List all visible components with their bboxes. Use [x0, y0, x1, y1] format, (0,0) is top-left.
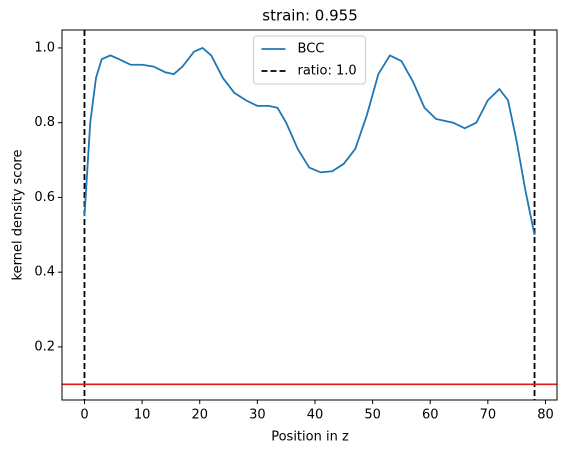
x-tick-label: 30 [249, 408, 266, 423]
legend-label: BCC [298, 42, 325, 57]
x-tick-label: 0 [80, 408, 88, 423]
axes-frame [61, 29, 558, 401]
x-tick-label: 50 [364, 408, 381, 423]
x-tick-label: 70 [480, 408, 497, 423]
y-tick-label: 0.8 [34, 115, 55, 130]
x-tick-label: 20 [191, 408, 208, 423]
y-axis-label: kernel density score [11, 150, 26, 281]
y-tick-label: 0.4 [34, 265, 55, 280]
chart-title: strain: 0.955 [262, 7, 358, 25]
x-tick-label: 60 [422, 408, 439, 423]
data-line [83, 46, 536, 235]
y-tick-label: 0.6 [34, 190, 55, 205]
x-tick-label: 10 [134, 408, 151, 423]
y-tick-label: 0.2 [34, 339, 55, 354]
y-tick-label: 1.0 [34, 40, 55, 55]
legend-box [253, 35, 366, 85]
x-tick-label: 40 [307, 408, 324, 423]
x-axis-label: Position in z [271, 430, 349, 445]
x-tick-label: 80 [537, 408, 554, 423]
legend-label: ratio: 1.0 [298, 64, 357, 79]
